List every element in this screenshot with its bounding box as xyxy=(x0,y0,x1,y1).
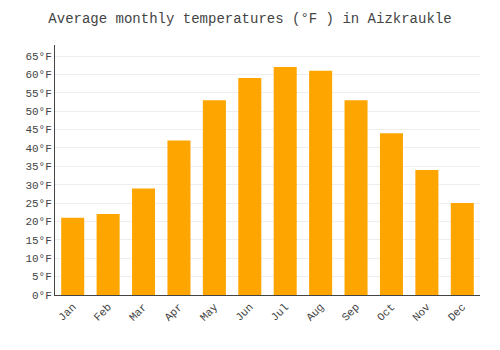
svg-text:55°F: 55°F xyxy=(25,88,51,100)
svg-text:Mar: Mar xyxy=(127,301,149,323)
svg-text:50°F: 50°F xyxy=(25,106,51,118)
svg-text:25°F: 25°F xyxy=(25,198,51,210)
svg-text:Aug: Aug xyxy=(304,301,326,323)
svg-text:30°F: 30°F xyxy=(25,180,51,192)
svg-text:Average monthly temperatures (: Average monthly temperatures (°F ) in Ai… xyxy=(48,11,451,27)
svg-text:Dec: Dec xyxy=(446,301,468,323)
svg-text:Sep: Sep xyxy=(340,301,362,323)
svg-text:5°F: 5°F xyxy=(32,271,52,283)
svg-text:Apr: Apr xyxy=(162,301,184,323)
svg-text:45°F: 45°F xyxy=(25,124,51,136)
svg-text:40°F: 40°F xyxy=(25,143,51,155)
svg-text:60°F: 60°F xyxy=(25,69,51,81)
svg-text:0°F: 0°F xyxy=(32,290,52,302)
svg-text:35°F: 35°F xyxy=(25,161,51,173)
svg-text:65°F: 65°F xyxy=(25,51,51,63)
svg-text:Feb: Feb xyxy=(92,301,114,323)
svg-text:10°F: 10°F xyxy=(25,253,51,265)
svg-text:Jan: Jan xyxy=(56,301,78,323)
svg-text:Jul: Jul xyxy=(269,301,291,323)
svg-text:20°F: 20°F xyxy=(25,216,51,228)
svg-text:Jun: Jun xyxy=(233,301,255,323)
svg-text:15°F: 15°F xyxy=(25,235,51,247)
svg-text:Nov: Nov xyxy=(410,301,433,324)
svg-text:Oct: Oct xyxy=(375,301,397,323)
svg-text:May: May xyxy=(198,301,221,324)
